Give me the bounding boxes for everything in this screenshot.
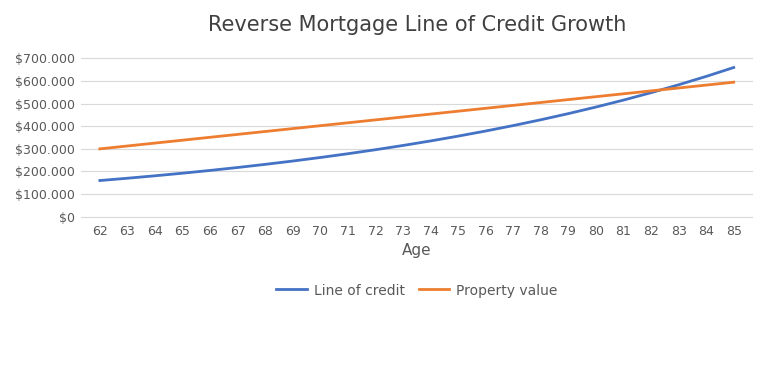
Property value [178, 138, 187, 142]
Line of credit [426, 139, 435, 143]
Property value [371, 118, 380, 122]
Line of credit [95, 178, 104, 183]
Line of credit [260, 162, 270, 166]
Property value [647, 89, 656, 93]
Property value [288, 127, 297, 131]
Property value [399, 115, 408, 119]
Line of credit [178, 171, 187, 175]
Property value [701, 83, 710, 87]
Line: Line of credit: Line of credit [100, 67, 733, 181]
Property value [316, 124, 325, 128]
Line of credit [647, 90, 656, 95]
Line of credit [619, 98, 628, 102]
Line of credit [564, 111, 573, 116]
Line of credit [288, 159, 297, 163]
X-axis label: Age: Age [402, 243, 432, 258]
Property value [233, 132, 242, 137]
Property value [151, 141, 160, 145]
Line of credit [729, 65, 738, 70]
Line of credit [316, 155, 325, 160]
Property value [591, 94, 601, 99]
Property value [426, 112, 435, 116]
Line of credit [399, 143, 408, 148]
Line of credit [371, 148, 380, 152]
Line of credit [343, 151, 353, 156]
Property value [260, 129, 270, 134]
Line of credit [591, 105, 601, 109]
Line of credit [536, 118, 545, 122]
Property value [343, 121, 353, 125]
Property value [619, 91, 628, 96]
Property value [536, 100, 545, 105]
Property value [123, 144, 132, 148]
Line of credit [206, 168, 215, 173]
Line of credit [123, 176, 132, 181]
Property value [674, 86, 684, 90]
Property value [95, 147, 104, 151]
Line of credit [481, 129, 490, 133]
Line: Property value: Property value [100, 82, 733, 149]
Line of credit [508, 123, 518, 128]
Property value [729, 80, 738, 84]
Property value [508, 103, 518, 108]
Property value [454, 109, 463, 114]
Line of credit [151, 174, 160, 178]
Line of credit [701, 74, 710, 79]
Property value [481, 106, 490, 111]
Title: Reverse Mortgage Line of Credit Growth: Reverse Mortgage Line of Credit Growth [207, 15, 626, 35]
Line of credit [674, 83, 684, 87]
Property value [564, 97, 573, 102]
Line of credit [454, 134, 463, 138]
Property value [206, 135, 215, 139]
Line of credit [233, 165, 242, 170]
Legend: Line of credit, Property value: Line of credit, Property value [270, 278, 563, 303]
